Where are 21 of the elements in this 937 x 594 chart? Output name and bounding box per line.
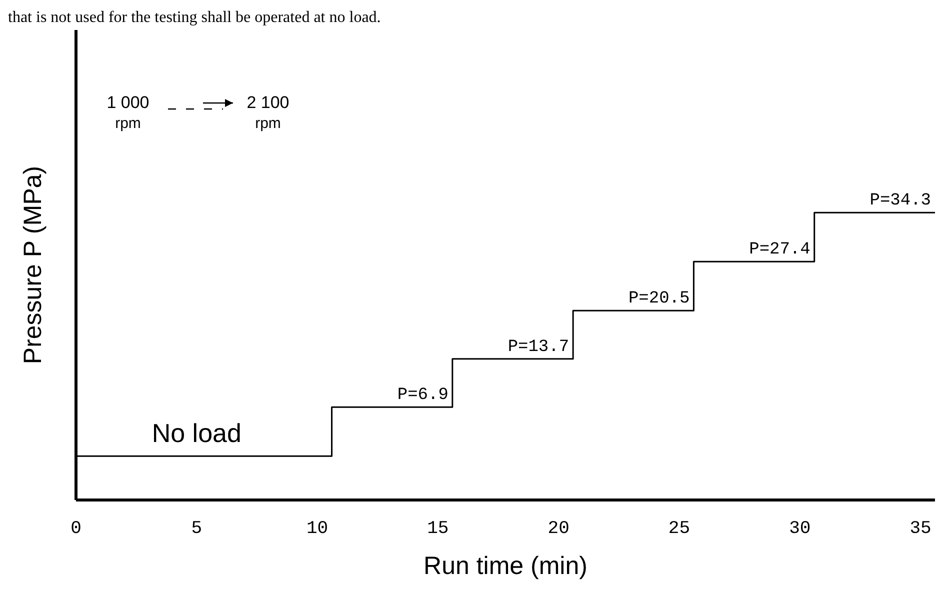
x-tick-label: 15 (427, 518, 449, 539)
x-tick-label: 10 (306, 518, 328, 539)
annotation: No load (152, 418, 242, 448)
data-label: P=20.5 (628, 290, 690, 309)
x-tick-label: 25 (668, 518, 690, 539)
text: 1 000 (106, 93, 150, 112)
data-label: P=34.3 (870, 192, 931, 211)
text: 2 100 (246, 93, 290, 112)
x-tick-label: 35 (910, 518, 932, 539)
data-label: P=6.9 (397, 386, 448, 406)
x-axis-title: Run time (min) (424, 552, 588, 580)
data-label: P=27.4 (749, 240, 810, 260)
text: that is not used for the testing shall be operated at no load. (8, 9, 381, 26)
x-tick-label: 5 (191, 518, 202, 539)
text: rpm (255, 115, 281, 132)
x-tick-label: 0 (70, 518, 82, 539)
y-axis-title: Pressure P (MPa) (18, 166, 47, 364)
x-tick-label: 30 (789, 518, 811, 539)
x-tick-label: 20 (548, 518, 570, 539)
data-label: P=13.7 (508, 338, 570, 357)
text: rpm (115, 115, 141, 132)
